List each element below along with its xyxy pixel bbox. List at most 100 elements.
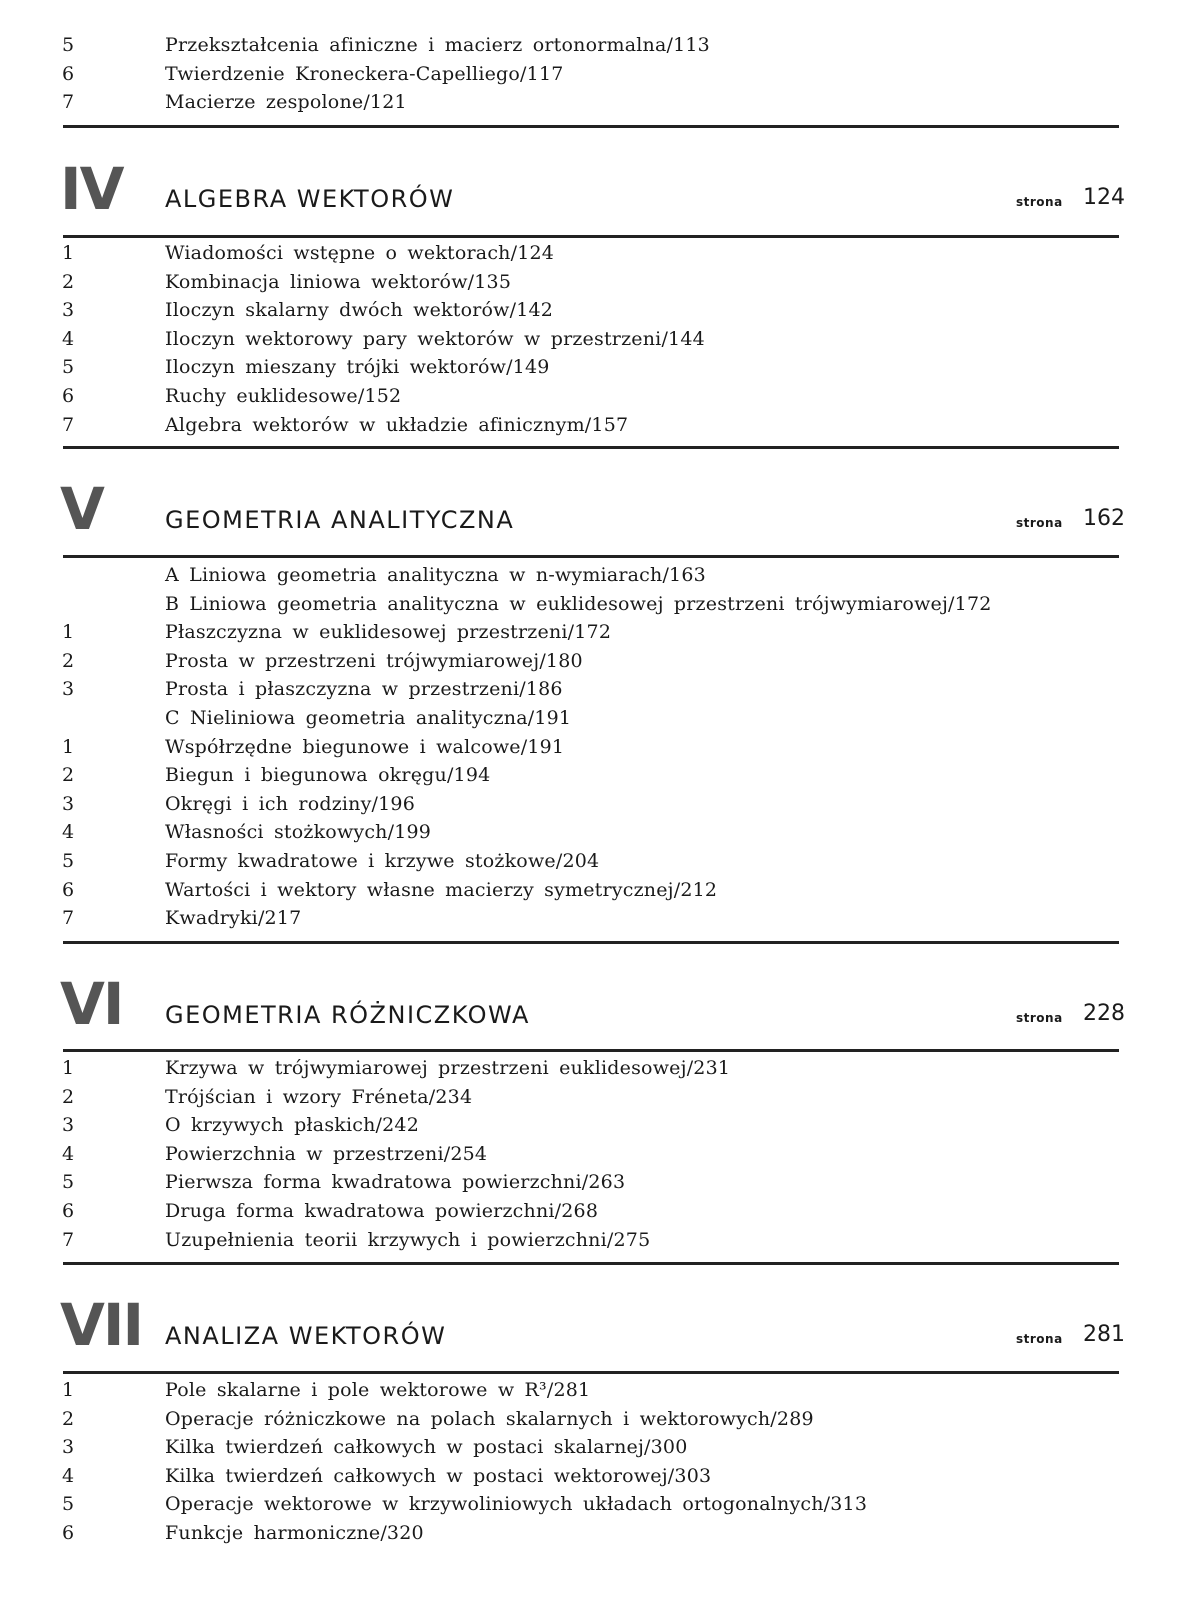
entry-title: Kilka twierdzeń całkowych w postaci wekt… [165, 1464, 712, 1487]
toc-entry: 2 Prosta w przestrzeni trójwymiarowej/180 [0, 647, 1204, 675]
chapter-numeral: VI [60, 970, 124, 1038]
entry-number: 6 [62, 62, 75, 85]
toc-entry: 6 Twierdzenie Kroneckera-Capelliego/117 [0, 60, 1204, 88]
entry-title: A Liniowa geometria analityczna w n-wymi… [165, 564, 706, 586]
chapter-title: ANALIZA WEKTORÓW [165, 1322, 447, 1350]
chapter-numeral: V [60, 475, 105, 543]
entry-number: 1 [62, 1057, 75, 1079]
entry-title: Ruchy euklidesowe/152 [165, 385, 402, 407]
entry-title: Iloczyn skalarny dwóch wektorów/142 [165, 299, 554, 322]
section-divider [63, 1049, 1119, 1052]
entry-title: Iloczyn wektorowy pary wektorów w przest… [165, 327, 705, 350]
entry-title: Okręgi i ich rodziny/196 [165, 792, 416, 815]
toc-entry: 1 Krzywa w trójwymiarowej przestrzeni euk… [0, 1054, 1204, 1082]
toc-entry: 2 Kombinacja liniowa wektorów/135 [0, 268, 1204, 296]
toc-entry: 7 Macierze zespolone/121 [0, 88, 1204, 116]
section-divider [63, 1262, 1119, 1265]
chapter-page-number: 124 [1083, 185, 1125, 210]
toc-entry: 1 Pole skalarne i pole wektorowe w R³/281 [0, 1376, 1204, 1404]
entry-number: 5 [62, 850, 75, 872]
entry-title: Biegun i biegunowa okręgu/194 [165, 764, 491, 787]
entry-title: Krzywa w trójwymiarowej przestrzeni eukl… [165, 1057, 731, 1079]
toc-entry: 4 Własności stożkowych/199 [0, 818, 1204, 846]
toc-entry: 7 Algebra wektorów w układzie afinicznym/… [0, 411, 1204, 439]
entry-title: O krzywych płaskich/242 [165, 1114, 420, 1137]
entry-number: 7 [62, 91, 75, 114]
entry-title: Wartości i wektory własne macierzy symet… [165, 878, 718, 901]
entry-title: Macierze zespolone/121 [165, 91, 407, 114]
chapter-title: GEOMETRIA ANALITYCZNA [165, 506, 515, 534]
entry-number: 5 [62, 1171, 75, 1194]
entry-number: 1 [62, 242, 75, 264]
toc-entry: 5 Operacje wektorowe w krzywoliniowych uk… [0, 1490, 1204, 1518]
toc-entry: 6 Wartości i wektory własne macierzy syme… [0, 876, 1204, 904]
entry-number: 2 [62, 764, 75, 787]
page-label: strona [1016, 516, 1063, 530]
entry-number: 2 [62, 1407, 75, 1430]
section-divider [63, 125, 1119, 128]
entry-title: Kilka twierdzeń całkowych w postaci skal… [165, 1436, 688, 1459]
entry-number: 3 [62, 792, 75, 815]
entry-number: 4 [62, 1464, 75, 1487]
entry-title: Uzupełnienia teorii krzywych i powierzch… [165, 1228, 651, 1251]
entry-title: Pole skalarne i pole wektorowe w R³/281 [165, 1379, 591, 1401]
toc-entry: 5 Pierwsza forma kwadratowa powierzchni/2… [0, 1168, 1204, 1196]
entry-title: Twierdzenie Kroneckera-Capelliego/117 [165, 62, 564, 85]
toc-entry: 6 Ruchy euklidesowe/152 [0, 382, 1204, 410]
entry-title: B Liniowa geometria analityczna w euklid… [165, 592, 992, 615]
entry-number: 7 [62, 413, 75, 436]
entry-title: Płaszczyzna w euklidesowej przestrzeni/1… [165, 621, 612, 644]
page-label: strona [1016, 195, 1063, 209]
entry-number: 5 [62, 356, 75, 379]
entry-number: 7 [62, 1228, 75, 1251]
toc-entry: 3 Kilka twierdzeń całkowych w postaci ska… [0, 1433, 1204, 1461]
toc-entry: 5 Przekształcenia afiniczne i macierz ort… [0, 31, 1204, 59]
entry-number: 6 [62, 385, 75, 407]
section-divider [63, 235, 1119, 238]
toc-entry: 7 Kwadryki/217 [0, 904, 1204, 932]
toc-entry: 1 Współrzędne biegunowe i walcowe/191 [0, 733, 1204, 761]
toc-entry: 5 Iloczyn mieszany trójki wektorów/149 [0, 353, 1204, 381]
entry-title: Trójścian i wzory Fréneta/234 [165, 1085, 473, 1108]
toc-entry: A Liniowa geometria analityczna w n-wymi… [0, 561, 1204, 589]
entry-number: 4 [62, 327, 75, 350]
entry-number: 1 [62, 735, 75, 758]
entry-title: Druga forma kwadratowa powierzchni/268 [165, 1200, 599, 1222]
chapter-page-number: 162 [1083, 506, 1125, 531]
entry-title: Operacje wektorowe w krzywoliniowych ukł… [165, 1493, 868, 1516]
entry-title: Kombinacja liniowa wektorów/135 [165, 270, 512, 293]
section-divider [63, 1371, 1119, 1374]
toc-entry: 2 Biegun i biegunowa okręgu/194 [0, 761, 1204, 789]
chapter-numeral: IV [60, 155, 124, 223]
entry-number: 6 [62, 1200, 75, 1222]
section-divider [63, 941, 1119, 944]
toc-entry: C Nieliniowa geometria analityczna/191 [0, 704, 1204, 732]
section-divider [63, 446, 1119, 449]
entry-title: Powierzchnia w przestrzeni/254 [165, 1142, 488, 1165]
entry-number: 4 [62, 821, 75, 844]
entry-number: 3 [62, 678, 75, 701]
chapter-page-number: 228 [1083, 1001, 1125, 1026]
entry-title: Operacje różniczkowe na polach skalarnyc… [165, 1407, 814, 1430]
toc-entry: 3 Okręgi i ich rodziny/196 [0, 790, 1204, 818]
entry-number: 1 [62, 621, 75, 644]
entry-title: Prosta i płaszczyzna w przestrzeni/186 [165, 678, 563, 701]
entry-number: 6 [62, 1522, 75, 1544]
toc-entry: 2 Operacje różniczkowe na polach skalarny… [0, 1405, 1204, 1433]
entry-title: Wiadomości wstępne o wektorach/124 [165, 242, 555, 264]
entry-number: 4 [62, 1142, 75, 1165]
toc-entry: 1 Płaszczyzna w euklidesowej przestrzeni/… [0, 618, 1204, 646]
toc-entry: 5 Formy kwadratowe i krzywe stożkowe/204 [0, 847, 1204, 875]
toc-entry: 6 Funkcje harmoniczne/320 [0, 1519, 1204, 1547]
entry-number: 2 [62, 649, 75, 672]
toc-entry: B Liniowa geometria analityczna w euklid… [0, 590, 1204, 618]
entry-number: 2 [62, 1085, 75, 1108]
entry-number: 3 [62, 1436, 75, 1459]
toc-entry: 4 Kilka twierdzeń całkowych w postaci wek… [0, 1462, 1204, 1490]
entry-title: C Nieliniowa geometria analityczna/191 [165, 707, 572, 729]
entry-title: Prosta w przestrzeni trójwymiarowej/180 [165, 649, 583, 672]
chapter-page-number: 281 [1083, 1322, 1125, 1347]
entry-title: Współrzędne biegunowe i walcowe/191 [165, 735, 565, 758]
toc-entry: 3 O krzywych płaskich/242 [0, 1111, 1204, 1139]
chapter-numeral: VII [60, 1291, 144, 1359]
